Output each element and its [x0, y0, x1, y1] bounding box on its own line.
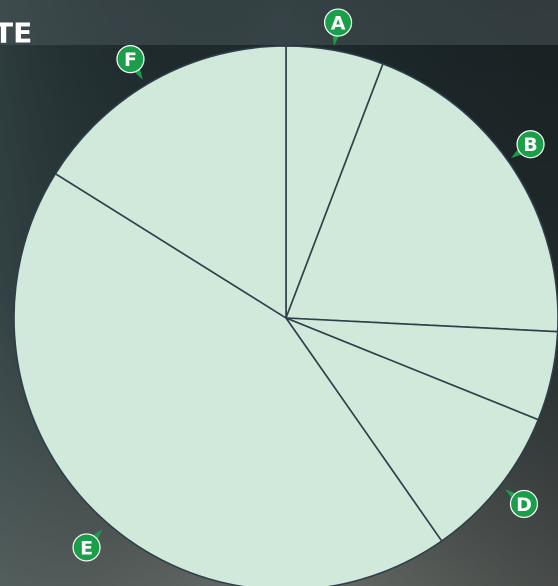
slice-label: D [516, 494, 532, 516]
pin-circle [323, 8, 353, 37]
pin-circle [509, 489, 539, 519]
slice-label-pin: B [510, 130, 545, 159]
pin-circle [72, 533, 101, 562]
pie-slice [284, 62, 558, 333]
pin-circle [116, 45, 145, 74]
pie-slice [13, 172, 443, 586]
header-title: TE [0, 17, 32, 50]
slice-label-pin: D [505, 489, 539, 519]
slice-label: E [80, 537, 93, 559]
slice-label: A [331, 13, 346, 35]
slice-label: F [124, 49, 137, 71]
slice-label-pin: F [116, 45, 145, 80]
pin-circle [516, 130, 545, 159]
background-wall [0, 0, 558, 45]
slice-label-pin: E [72, 529, 103, 562]
pie-slice [54, 45, 287, 320]
pie-slice [283, 316, 540, 543]
slice-label: B [523, 134, 537, 156]
slice-label-pin: A [323, 8, 353, 47]
